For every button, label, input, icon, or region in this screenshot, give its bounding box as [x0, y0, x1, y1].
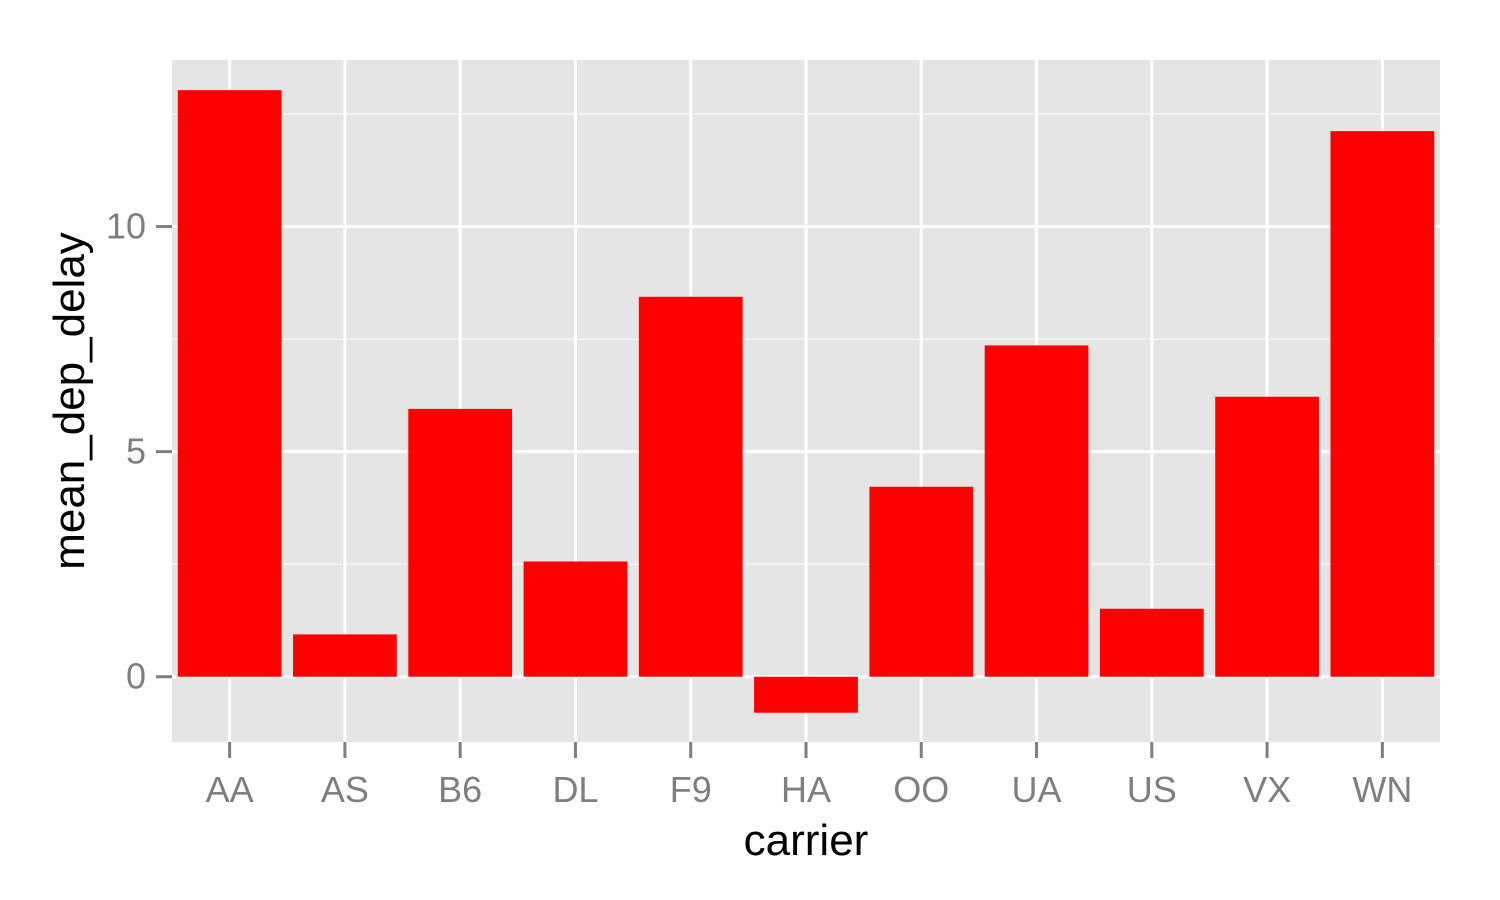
- x-tick-label: AS: [321, 769, 369, 810]
- bar-ha: [754, 676, 858, 713]
- bar-ua: [984, 345, 1089, 677]
- bar-dl: [523, 561, 628, 677]
- x-tick-label: DL: [552, 769, 598, 810]
- bar-wn: [1330, 131, 1435, 677]
- bars: [177, 90, 1435, 713]
- x-tick-label: OO: [893, 769, 949, 810]
- bar-as: [293, 634, 397, 677]
- x-axis: AA AS B6 DL F9 HA OO UA US VX WN: [206, 742, 1412, 810]
- bar-f9: [638, 296, 743, 677]
- y-tick-label: 5: [126, 431, 146, 472]
- x-tick-label: F9: [670, 769, 712, 810]
- x-tick-label: WN: [1352, 769, 1412, 810]
- bar-us: [1099, 608, 1204, 677]
- x-tick-label: VX: [1243, 769, 1291, 810]
- x-tick-label: UA: [1012, 769, 1062, 810]
- x-tick-label: US: [1127, 769, 1177, 810]
- bar-aa: [177, 90, 282, 677]
- bar-oo: [869, 486, 974, 677]
- x-tick-label: HA: [781, 769, 831, 810]
- x-tick-label: AA: [206, 769, 254, 810]
- bar-vx: [1215, 396, 1319, 677]
- x-axis-title: carrier: [744, 816, 869, 865]
- x-tick-label: B6: [438, 769, 482, 810]
- y-axis: 0 5 10: [106, 206, 172, 697]
- y-tick-label: 10: [106, 206, 146, 247]
- bar-b6: [408, 408, 513, 677]
- y-axis-title: mean_dep_delay: [45, 232, 94, 570]
- y-tick-label: 0: [126, 656, 146, 697]
